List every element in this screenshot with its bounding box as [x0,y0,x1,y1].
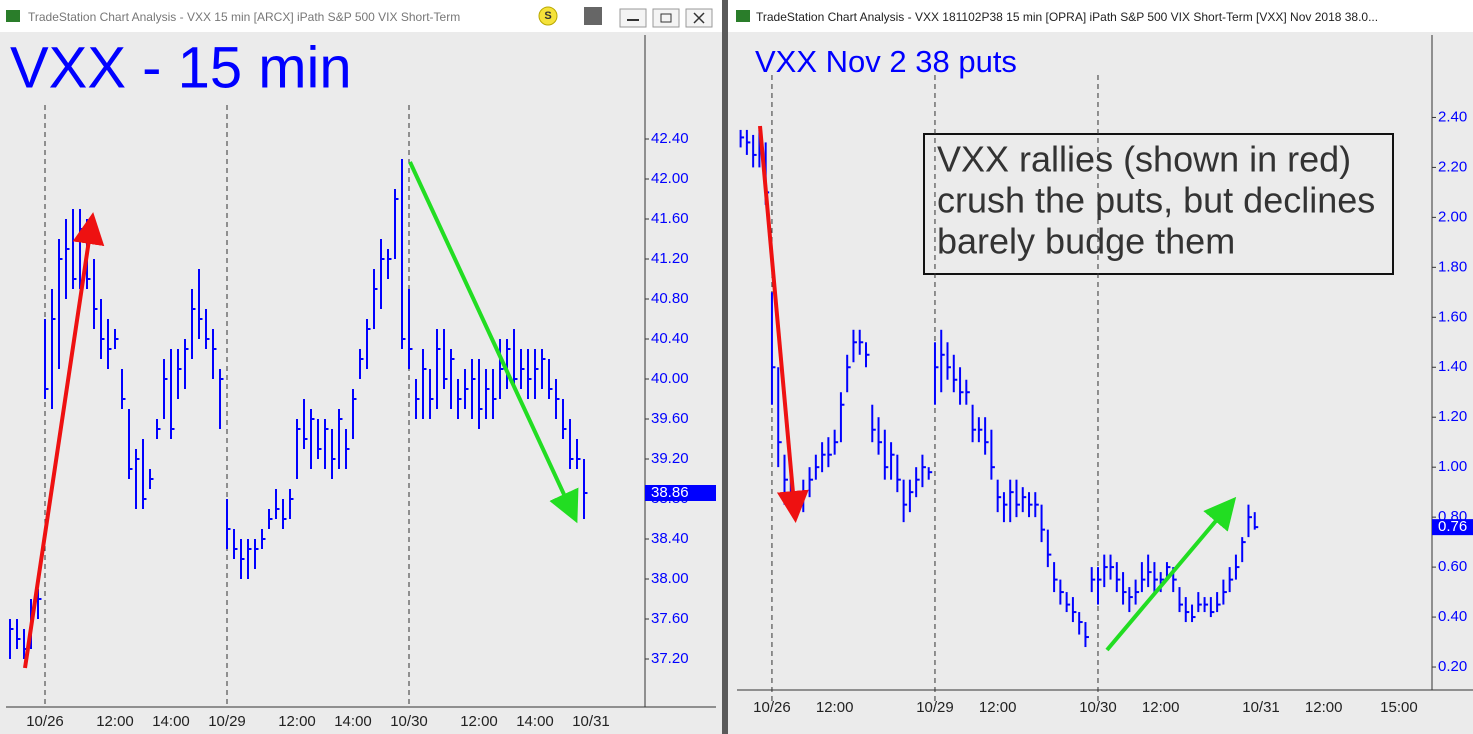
window-title: TradeStation Chart Analysis - VXX 15 min… [28,10,460,24]
last-value-marker [1432,519,1473,536]
x-tick-label: 15:00 [1380,699,1418,716]
last-value-label: 0.76 [1438,518,1467,535]
y-tick-label: 2.20 [1438,158,1467,175]
y-tick-label: 2.40 [1438,108,1467,125]
x-tick-label: 14:00 [516,713,554,730]
y-tick-label: 1.40 [1438,358,1467,375]
x-tick-label: 10/29 [208,713,246,730]
x-tick-label: 12:00 [460,713,498,730]
decline-arrow [1105,496,1237,652]
chart-title: VXX - 15 min [10,35,352,100]
y-tick-label: 37.60 [651,610,689,627]
y-tick-label: 40.80 [651,290,689,307]
x-tick-label: 10/30 [390,713,428,730]
y-tick-label: 42.00 [651,170,689,187]
x-tick-label: 14:00 [152,713,190,730]
y-tick-label: 42.40 [651,130,689,147]
last-value-label: 38.86 [651,484,689,501]
chart-title: VXX Nov 2 38 puts [755,44,1017,79]
menu-button[interactable] [584,7,602,25]
y-tick-label: 39.60 [651,410,689,427]
y-tick-label: 41.20 [651,250,689,267]
annotation-line: VXX rallies (shown in red) [937,139,1351,180]
y-tick-label: 1.00 [1438,458,1467,475]
x-tick-label: 10/31 [1242,699,1280,716]
symbol-button-label: S [544,10,551,22]
app-icon [6,10,20,22]
x-tick-label: 10/30 [1079,699,1117,716]
x-tick-label: 10/29 [916,699,954,716]
window-divider [722,0,728,734]
x-tick-label: 10/26 [26,713,64,730]
y-tick-label: 1.80 [1438,258,1467,275]
y-tick-label: 40.00 [651,370,689,387]
x-tick-label: 14:00 [334,713,372,730]
symbol-button[interactable] [538,6,558,26]
y-tick-label: 38.40 [651,530,689,547]
annotation-line: crush the puts, but declines [937,180,1375,221]
y-tick-label: 37.20 [651,650,689,667]
last-value-marker [645,485,716,501]
rally-arrow [758,125,809,523]
maximize-button[interactable] [652,8,680,28]
rally-arrow [23,212,105,669]
annotation-line: barely budge them [937,221,1235,262]
y-tick-label: 0.40 [1438,608,1467,625]
y-tick-label: 40.40 [651,330,689,347]
x-tick-label: 12:00 [1142,699,1180,716]
right-title-bar [728,0,1473,32]
y-tick-label: 0.60 [1438,558,1467,575]
plots: 37.2037.6038.0038.4038.8039.2039.6040.00… [9,75,1473,730]
x-tick-label: 12:00 [278,713,316,730]
x-tick-label: 12:00 [1305,699,1343,716]
decline-arrow [408,161,579,524]
window-title: TradeStation Chart Analysis - VXX 181102… [756,10,1378,24]
minimize-button[interactable] [619,8,647,28]
y-tick-label: 0.20 [1438,658,1467,675]
x-tick-label: 12:00 [96,713,134,730]
y-tick-label: 2.00 [1438,208,1467,225]
y-tick-label: 1.20 [1438,408,1467,425]
app-icon [736,10,750,22]
y-tick-label: 41.60 [651,210,689,227]
annotation-box [923,133,1394,275]
close-icon [693,12,705,24]
x-tick-label: 12:00 [816,699,854,716]
y-tick-label: 38.00 [651,570,689,587]
x-tick-label: 10/31 [572,713,610,730]
maximize-icon [660,13,672,23]
y-tick-label: 39.20 [651,450,689,467]
x-tick-label: 10/26 [753,699,791,716]
right-window [728,0,1473,734]
y-tick-label: 1.60 [1438,308,1467,325]
x-tick-label: 12:00 [979,699,1017,716]
